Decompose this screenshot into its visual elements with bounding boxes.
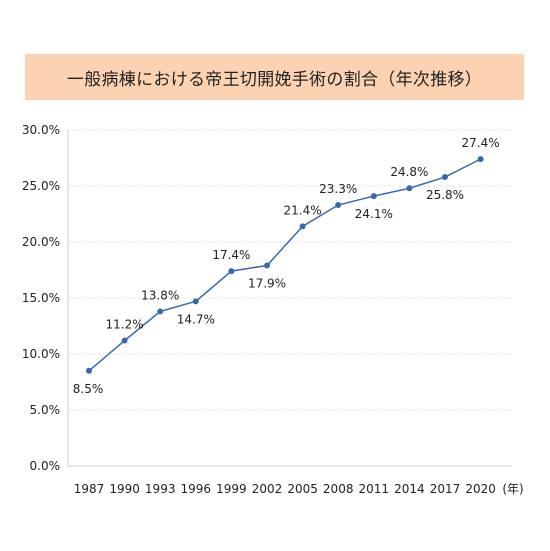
x-tick-label: 1996: [181, 482, 212, 496]
data-label: 21.4%: [284, 203, 322, 217]
data-label: 25.8%: [426, 188, 464, 202]
data-point: [477, 156, 484, 163]
y-tick-label: 0.0%: [30, 459, 61, 473]
chart-title: 一般病棟における帝王切開娩手術の割合（年次推移）: [66, 69, 483, 90]
chart-title-band: 一般病棟における帝王切開娩手術の割合（年次推移）: [25, 54, 524, 100]
y-tick-label: 15.0%: [22, 291, 60, 305]
x-axis-unit: (年): [502, 482, 523, 496]
series-line: [88, 158, 481, 372]
series-line-path: [88, 158, 481, 372]
data-point: [121, 337, 128, 344]
x-tick-label: 1993: [145, 482, 176, 496]
data-label: 17.4%: [212, 248, 250, 262]
data-label: 24.8%: [390, 165, 428, 179]
y-tick-label: 20.0%: [22, 235, 60, 249]
data-label: 17.9%: [248, 277, 286, 291]
x-tick-label: 2011: [359, 482, 390, 496]
data-label: 11.2%: [106, 318, 144, 332]
y-tick-labels: 0.0% 5.0% 10.0% 15.0% 20.0% 25.0% 30.0%: [22, 123, 60, 473]
data-label: 27.4%: [462, 136, 500, 150]
x-tick-label: 2020: [465, 482, 496, 496]
data-point: [335, 202, 342, 209]
x-tick-label: 2017: [430, 482, 461, 496]
data-point: [86, 367, 92, 374]
data-point: [228, 268, 235, 275]
x-tick-label: 2005: [287, 482, 318, 496]
data-labels: 8.5% 11.2% 13.8% 14.7% 17.4% 17.9% 21.4% 23.3% 2…: [73, 136, 500, 396]
data-point: [370, 193, 377, 200]
data-label: 13.8%: [141, 288, 179, 302]
y-tick-label: 25.0%: [22, 179, 60, 193]
data-point: [192, 298, 199, 305]
data-point: [299, 223, 306, 230]
y-tick-label: 30.0%: [22, 123, 60, 137]
data-point: [157, 308, 164, 315]
data-point: [406, 185, 413, 192]
y-tick-label: 10.0%: [22, 347, 60, 361]
x-tick-label: 1987: [74, 482, 105, 496]
x-tick-label: 1990: [109, 482, 140, 496]
x-tick-labels: 1987 1990 1993 1996 1999 2002 2005 2008 2011 2014…: [74, 482, 524, 496]
data-label: 24.1%: [355, 207, 393, 221]
x-tick-label: 2008: [323, 482, 354, 496]
data-label: 14.7%: [177, 312, 215, 326]
y-tick-label: 5.0%: [30, 403, 61, 417]
x-tick-label: 1999: [216, 482, 247, 496]
axes: [67, 130, 512, 467]
x-tick-label: 2002: [252, 482, 283, 496]
data-point: [442, 174, 448, 181]
data-points: [86, 156, 484, 374]
gridlines: [68, 129, 512, 411]
data-label: 23.3%: [319, 182, 357, 196]
x-tick-label: 2014: [394, 482, 425, 496]
data-label: 8.5%: [73, 382, 104, 396]
data-point: [264, 262, 270, 269]
